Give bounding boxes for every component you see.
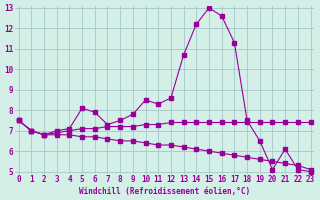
X-axis label: Windchill (Refroidissement éolien,°C): Windchill (Refroidissement éolien,°C)	[79, 187, 250, 196]
